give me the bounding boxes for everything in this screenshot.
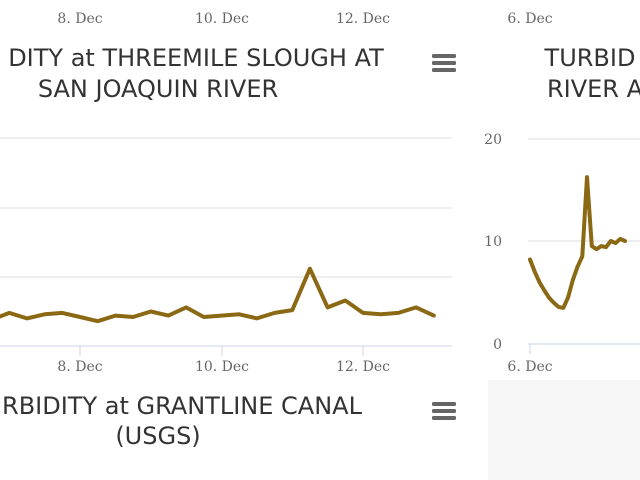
top-x-tick-label: 12. Dec: [336, 11, 390, 27]
chart-turbidity-right: 6. Dec TURBID RIVER A 20 10 0 6. Dec: [484, 11, 640, 375]
hamburger-icon: [432, 54, 456, 58]
loading-panel: [488, 380, 640, 480]
series-line: [528, 175, 627, 310]
chart-title-line-1: RBIDITY at GRANTLINE CANAL: [2, 392, 363, 420]
x-tick-label: 12. Dec: [336, 359, 390, 375]
x-tick-label: 8. Dec: [57, 359, 102, 375]
y-tick-label: 0: [493, 337, 502, 353]
top-x-tick-label: 10. Dec: [195, 11, 249, 27]
chart-title-line-2: RIVER A: [547, 75, 640, 103]
top-x-tick-label: 6. Dec: [507, 11, 552, 27]
series-line: [0, 266, 436, 324]
chart-threemile: 8. Dec 10. Dec 12. Dec DITY at THREEMILE…: [0, 11, 458, 375]
y-tick-label: 20: [484, 132, 502, 148]
chart-menu-button[interactable]: [428, 50, 458, 76]
chart-title-line-2: (USGS): [115, 422, 200, 450]
hamburger-icon: [432, 402, 456, 406]
top-x-tick-label: 8. Dec: [57, 11, 102, 27]
chart-title-line-1: TURBID: [544, 44, 636, 72]
chart-grantline: RBIDITY at GRANTLINE CANAL (USGS): [2, 392, 458, 450]
y-tick-label: 10: [484, 234, 502, 250]
x-tick-label: 10. Dec: [195, 359, 249, 375]
chart-title-line-2: SAN JOAQUIN RIVER: [38, 75, 278, 103]
chart-menu-button[interactable]: [428, 398, 458, 424]
chart-title-line-1: DITY at THREEMILE SLOUGH AT: [8, 44, 384, 72]
x-tick-label: 6. Dec: [507, 359, 552, 375]
